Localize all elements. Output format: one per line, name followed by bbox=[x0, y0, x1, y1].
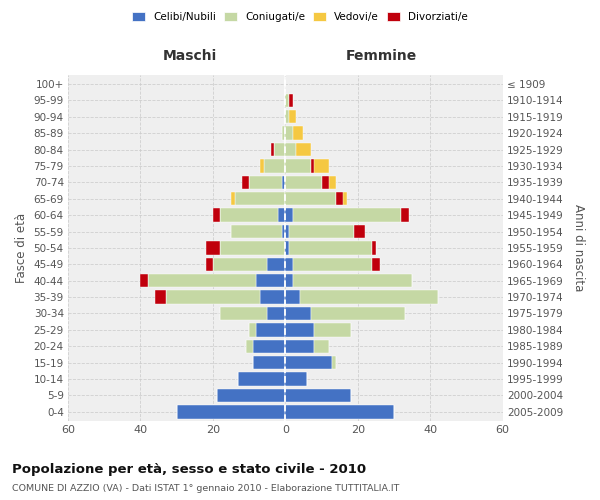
Bar bbox=[267, 258, 286, 271]
Bar bbox=[213, 208, 220, 222]
Bar bbox=[245, 176, 249, 189]
Bar bbox=[286, 94, 289, 107]
Bar bbox=[322, 176, 329, 189]
Bar bbox=[286, 372, 307, 386]
Bar bbox=[286, 323, 314, 336]
Bar bbox=[220, 306, 267, 320]
Bar bbox=[336, 192, 347, 205]
Bar bbox=[401, 208, 409, 222]
Bar bbox=[293, 274, 412, 287]
Bar bbox=[373, 258, 380, 271]
Bar bbox=[278, 208, 286, 222]
Bar bbox=[256, 274, 286, 287]
Bar bbox=[286, 126, 293, 140]
Bar bbox=[336, 192, 343, 205]
Bar bbox=[253, 356, 286, 370]
Bar bbox=[231, 192, 235, 205]
Bar bbox=[148, 274, 256, 287]
Y-axis label: Fasce di età: Fasce di età bbox=[15, 213, 28, 283]
Bar bbox=[256, 323, 286, 336]
Bar bbox=[235, 192, 286, 205]
Bar bbox=[286, 306, 311, 320]
Bar bbox=[176, 405, 286, 418]
Bar bbox=[289, 94, 293, 107]
Bar bbox=[289, 110, 296, 124]
Bar bbox=[293, 258, 373, 271]
Bar bbox=[311, 159, 329, 172]
Bar bbox=[155, 290, 166, 304]
Text: Popolazione per età, sesso e stato civile - 2010: Popolazione per età, sesso e stato civil… bbox=[12, 462, 366, 475]
Bar bbox=[267, 306, 286, 320]
Bar bbox=[260, 159, 263, 172]
Bar bbox=[286, 388, 350, 402]
Bar bbox=[289, 94, 293, 107]
Bar bbox=[289, 241, 373, 254]
Bar bbox=[286, 159, 311, 172]
Bar bbox=[373, 241, 376, 254]
Bar bbox=[286, 241, 289, 254]
Bar bbox=[354, 225, 358, 238]
Bar bbox=[293, 208, 401, 222]
Bar bbox=[253, 340, 286, 353]
Bar bbox=[296, 143, 311, 156]
Bar bbox=[311, 159, 314, 172]
Bar bbox=[286, 225, 289, 238]
Y-axis label: Anni di nascita: Anni di nascita bbox=[572, 204, 585, 292]
Bar bbox=[286, 340, 314, 353]
Bar bbox=[401, 208, 409, 222]
Bar bbox=[217, 388, 286, 402]
Bar bbox=[286, 356, 332, 370]
Bar bbox=[249, 176, 282, 189]
Bar bbox=[286, 143, 296, 156]
Bar bbox=[220, 241, 286, 254]
Bar bbox=[286, 258, 293, 271]
Bar bbox=[286, 110, 289, 124]
Bar bbox=[314, 323, 350, 336]
Bar bbox=[238, 372, 286, 386]
Bar bbox=[314, 340, 329, 353]
Text: Maschi: Maschi bbox=[163, 49, 217, 63]
Bar bbox=[293, 126, 304, 140]
Text: COMUNE DI AZZIO (VA) - Dati ISTAT 1° gennaio 2010 - Elaborazione TUTTITALIA.IT: COMUNE DI AZZIO (VA) - Dati ISTAT 1° gen… bbox=[12, 484, 400, 493]
Bar bbox=[286, 290, 300, 304]
Bar bbox=[282, 176, 286, 189]
Bar bbox=[206, 241, 220, 254]
Bar bbox=[286, 405, 394, 418]
Bar bbox=[282, 225, 286, 238]
Bar bbox=[220, 208, 278, 222]
Bar bbox=[274, 143, 286, 156]
Bar bbox=[286, 192, 336, 205]
Bar bbox=[166, 290, 260, 304]
Bar bbox=[140, 274, 148, 287]
Bar bbox=[282, 126, 286, 140]
Bar bbox=[206, 258, 213, 271]
Bar bbox=[373, 241, 376, 254]
Bar bbox=[373, 258, 376, 271]
Legend: Celibi/Nubili, Coniugati/e, Vedovi/e, Divorziati/e: Celibi/Nubili, Coniugati/e, Vedovi/e, Di… bbox=[128, 8, 472, 26]
Bar bbox=[260, 290, 286, 304]
Bar bbox=[213, 258, 267, 271]
Bar bbox=[271, 143, 274, 156]
Bar bbox=[322, 176, 336, 189]
Bar bbox=[286, 274, 293, 287]
Bar bbox=[286, 176, 322, 189]
Bar bbox=[311, 306, 405, 320]
Bar bbox=[231, 225, 282, 238]
Bar bbox=[354, 225, 365, 238]
Bar bbox=[242, 176, 249, 189]
Bar bbox=[300, 290, 437, 304]
Bar bbox=[263, 159, 286, 172]
Bar bbox=[249, 323, 256, 336]
Bar bbox=[271, 143, 274, 156]
Bar bbox=[332, 356, 336, 370]
Bar bbox=[289, 225, 354, 238]
Text: Femmine: Femmine bbox=[346, 49, 416, 63]
Bar bbox=[286, 208, 293, 222]
Bar bbox=[245, 340, 253, 353]
